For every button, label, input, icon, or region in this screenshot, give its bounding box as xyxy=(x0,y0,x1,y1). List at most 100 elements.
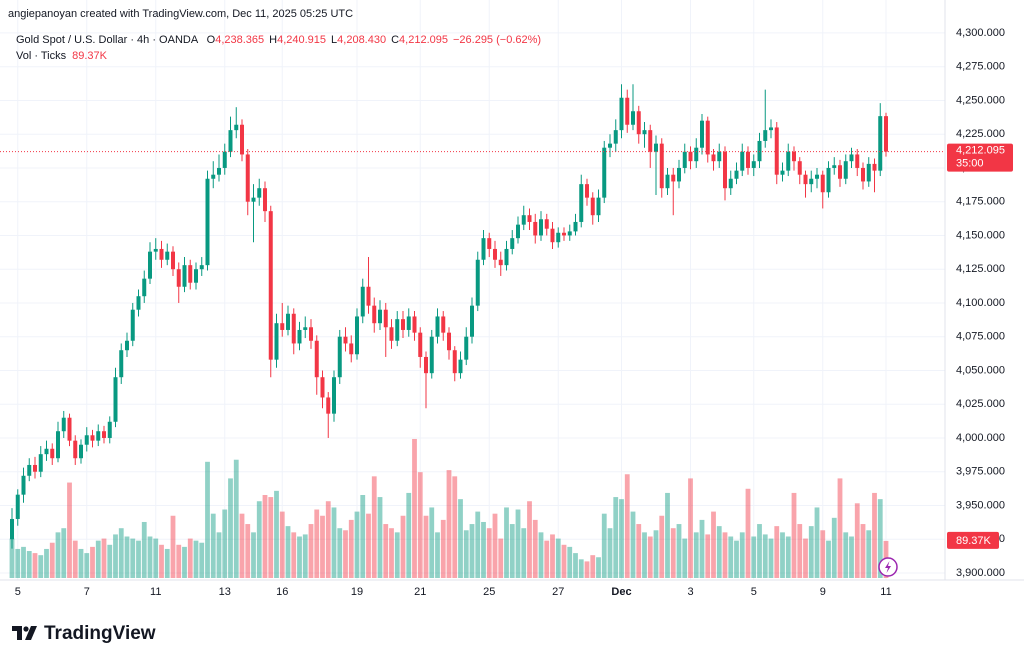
volume-bar xyxy=(567,546,573,578)
volume-bar xyxy=(320,515,325,578)
volume-title: Vol · Ticks xyxy=(16,50,67,62)
volume-bar xyxy=(486,528,492,578)
volume-bar xyxy=(722,532,728,578)
volume-bar xyxy=(578,559,584,578)
volume-bar xyxy=(877,499,883,578)
candle-body xyxy=(119,350,124,378)
candle-body xyxy=(820,174,825,193)
volume-bar xyxy=(826,540,831,578)
volume-bar xyxy=(210,513,216,578)
volume-bar xyxy=(561,544,567,578)
candle-body xyxy=(107,421,112,438)
volume-bar xyxy=(262,495,268,578)
candle-body xyxy=(84,435,89,445)
volume-bar xyxy=(101,538,107,578)
volume-bar xyxy=(521,528,527,578)
candle-body xyxy=(855,154,860,168)
plot-area xyxy=(0,84,945,578)
volume-bar xyxy=(630,511,636,578)
volume-bar xyxy=(774,526,780,578)
candle-body xyxy=(309,327,313,341)
volume-bar xyxy=(251,532,256,578)
candle-body xyxy=(251,197,256,202)
candle-body xyxy=(550,228,555,243)
candle-body xyxy=(435,316,440,337)
volume-bar xyxy=(492,513,498,578)
volume-bar xyxy=(291,532,297,578)
candle-body xyxy=(50,448,55,459)
candle-body xyxy=(556,232,561,243)
volume-bar xyxy=(285,526,291,578)
candle-body xyxy=(504,248,509,266)
volume-bar xyxy=(532,519,538,578)
volume-bar xyxy=(613,497,619,578)
candle-body xyxy=(194,269,198,283)
volume-bar xyxy=(653,530,659,578)
x-tick-label: 7 xyxy=(84,586,90,598)
candle-body xyxy=(498,259,503,266)
volume-bar xyxy=(745,488,751,578)
volume-bar xyxy=(481,521,486,578)
volume-bar xyxy=(95,540,101,578)
volume-bar xyxy=(377,497,383,578)
candle-body xyxy=(113,377,118,422)
candle-body xyxy=(27,464,32,476)
candle-body xyxy=(533,221,538,236)
candle-body xyxy=(694,147,699,162)
volume-bar xyxy=(544,540,550,578)
y-tick-label: 4,300.000 xyxy=(956,27,1005,39)
candle-body xyxy=(458,359,463,374)
x-tick-label: 5 xyxy=(15,586,21,598)
volume-bar xyxy=(751,536,757,578)
volume-bar xyxy=(596,557,601,578)
candle-body xyxy=(723,151,727,189)
candle-body xyxy=(654,143,658,152)
volume-bar xyxy=(498,538,504,578)
volume-bar xyxy=(245,524,251,578)
candle-body xyxy=(619,97,624,131)
candle-body xyxy=(395,319,400,341)
candle-body xyxy=(21,475,26,495)
volume-bar xyxy=(233,459,239,578)
legend-value: 4,208.430 xyxy=(337,34,386,46)
candle-body xyxy=(803,174,808,185)
candle-body xyxy=(90,435,95,441)
x-tick-label: 27 xyxy=(552,586,564,598)
candle-body xyxy=(838,165,842,179)
candle-body xyxy=(516,224,520,239)
volume-bar xyxy=(354,511,360,578)
volume-bar xyxy=(780,532,785,578)
volume-bar xyxy=(682,538,688,578)
volume-bar xyxy=(808,526,814,578)
x-tick-label: 11 xyxy=(150,586,161,598)
candle-body xyxy=(153,248,158,252)
candle-body xyxy=(142,278,147,297)
volume-bar xyxy=(573,553,578,578)
y-tick-label: 3,975.000 xyxy=(956,466,1005,478)
candle-body xyxy=(274,323,279,360)
volume-value: 89.37K xyxy=(72,50,108,62)
candle-body xyxy=(79,444,83,459)
volume-bar xyxy=(860,524,866,578)
volume-bar xyxy=(182,546,187,578)
candle-body xyxy=(585,184,589,198)
candle-body xyxy=(125,340,129,351)
candle-body xyxy=(797,161,802,175)
candle-body xyxy=(61,417,66,432)
volume-bar xyxy=(440,519,446,578)
volume-bar xyxy=(348,519,354,578)
volume-bar xyxy=(107,544,113,578)
y-tick-label: 4,175.000 xyxy=(956,196,1005,208)
candle-body xyxy=(314,340,319,378)
candle-body xyxy=(700,120,704,148)
candle-body xyxy=(349,343,354,355)
candle-body xyxy=(360,286,365,317)
volume-bar xyxy=(383,524,389,578)
volume-bar xyxy=(153,538,159,578)
candle-body xyxy=(372,305,377,324)
candle-body xyxy=(148,251,152,279)
candle-body xyxy=(418,332,423,357)
volume-bar xyxy=(590,555,596,578)
legend-value: 4,212.095 xyxy=(399,34,448,46)
